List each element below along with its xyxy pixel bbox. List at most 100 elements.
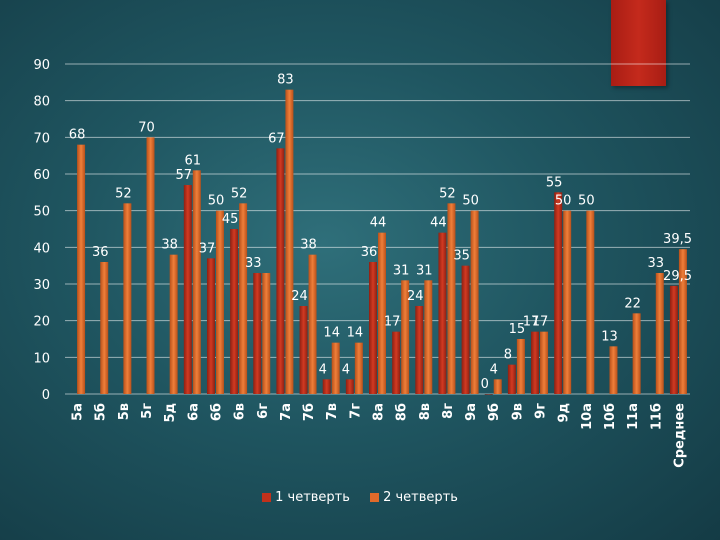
bar-q2 [655,273,664,394]
legend-item-q2: 2 четверть [370,490,458,505]
y-tick-label: 0 [42,388,50,403]
x-tick-label: 5в [117,403,132,420]
x-tick-label: 10а [580,403,595,430]
bar-q2 [100,262,109,394]
data-label-q2: 61 [185,153,202,168]
x-tick-label: 9г [534,403,549,419]
y-tick-label: 80 [33,95,50,110]
bar-q1 [183,185,192,394]
accent-bar [611,0,666,86]
data-label-q1: 35 [453,249,470,264]
bar-q2 [77,144,86,394]
bar-q2 [447,203,456,394]
legend-item-q1: 1 четверть [262,490,350,505]
data-label-q2: 17 [532,315,549,330]
bar-q1 [438,232,447,394]
bar-q2 [540,331,549,394]
x-tick-label: 6а [186,403,201,421]
data-label-q1: 4 [342,362,350,377]
y-tick-label: 60 [33,168,50,183]
data-label-q2: 14 [323,326,340,341]
data-label-q1: 24 [407,289,424,304]
x-tick-label: 5а [71,403,86,421]
x-tick-label: 9б [487,403,502,421]
data-label-q1: 24 [291,289,308,304]
bar-q1 [206,258,215,394]
x-tick-label: 8г [441,403,456,419]
x-tick-label: 6в [233,403,248,420]
data-label-q2: 4 [490,362,498,377]
bar-q1 [230,229,239,394]
x-tick-label: 5д [163,403,178,423]
x-tick-label: 6г [256,403,271,419]
bar-q1 [322,379,331,394]
legend-label-q1: 1 четверть [275,490,350,505]
x-tick-label: 7г [348,403,363,419]
bar-q2 [586,210,595,394]
data-label-q2: 44 [370,216,387,231]
bar-q2 [215,210,224,394]
bar-q2 [123,203,132,394]
data-label-q2: 50 [462,194,479,209]
bar-q2 [192,170,201,394]
bar-q1 [669,285,678,394]
data-label-q1: 29,5 [663,269,692,284]
data-label-q2: 38 [161,238,178,253]
data-label-q2: 83 [277,73,294,88]
data-label-q1: 33 [245,256,262,271]
bar-q2 [331,342,340,394]
x-tick-label: 8в [418,403,433,420]
x-tick-label: 7б [302,403,317,421]
data-label-q2: 68 [69,128,86,143]
data-label-q2: 31 [416,263,433,278]
data-label-q2: 38 [300,238,317,253]
data-label-q2: 50 [208,194,225,209]
x-tick-label: 6б [209,403,224,421]
bar-q2 [285,89,294,395]
bar-q2 [424,280,433,394]
data-label-q1: 17 [384,315,401,330]
data-label-q1: 37 [199,241,216,256]
bar-q1 [484,394,493,395]
x-tick-label: 9в [510,403,525,420]
data-label-q2: 50 [578,194,595,209]
bar-q2 [401,280,410,394]
data-label-q2: 31 [393,263,410,278]
data-label-q1: 57 [176,168,193,183]
bar-q2 [678,249,687,394]
data-label-q2: 14 [347,326,364,341]
data-label-q2: 33 [648,256,665,271]
y-tick-label: 70 [33,131,50,146]
data-label-q2: 13 [601,329,618,344]
bar-q2 [239,203,248,394]
bar-q1 [415,306,424,394]
x-tick-label: 11а [626,403,641,430]
bar-q2 [308,254,317,394]
x-tick-label: 5г [140,403,155,419]
legend-label-q2: 2 четверть [383,490,458,505]
x-tick-label: 10б [603,403,618,430]
data-label-q2: 36 [92,245,109,260]
bar-q2 [563,210,572,394]
bar-q1 [299,306,308,394]
bar-q1 [392,331,401,394]
x-tick-label: 8б [395,403,410,421]
x-tick-label: 5б [94,403,109,421]
x-tick-label: 7а [279,403,294,421]
bar-q2 [632,313,641,394]
bar-q2 [262,273,271,394]
x-tick-label: 7в [325,403,340,420]
y-tick-label: 90 [33,58,50,73]
data-label-q2: 70 [138,120,155,135]
data-label-q1: 8 [504,348,512,363]
bar-q2 [169,254,178,394]
x-tick-label: Среднее [672,403,687,468]
y-tick-label: 10 [33,351,50,366]
y-tick-label: 30 [33,278,50,293]
data-label-q2: 50 [555,194,572,209]
data-label-q2: 39,5 [663,232,692,247]
x-tick-label: 9д [557,403,572,423]
data-label-q1: 0 [481,377,489,392]
data-label-q1: 17 [523,315,540,330]
bar-q1 [253,273,262,394]
